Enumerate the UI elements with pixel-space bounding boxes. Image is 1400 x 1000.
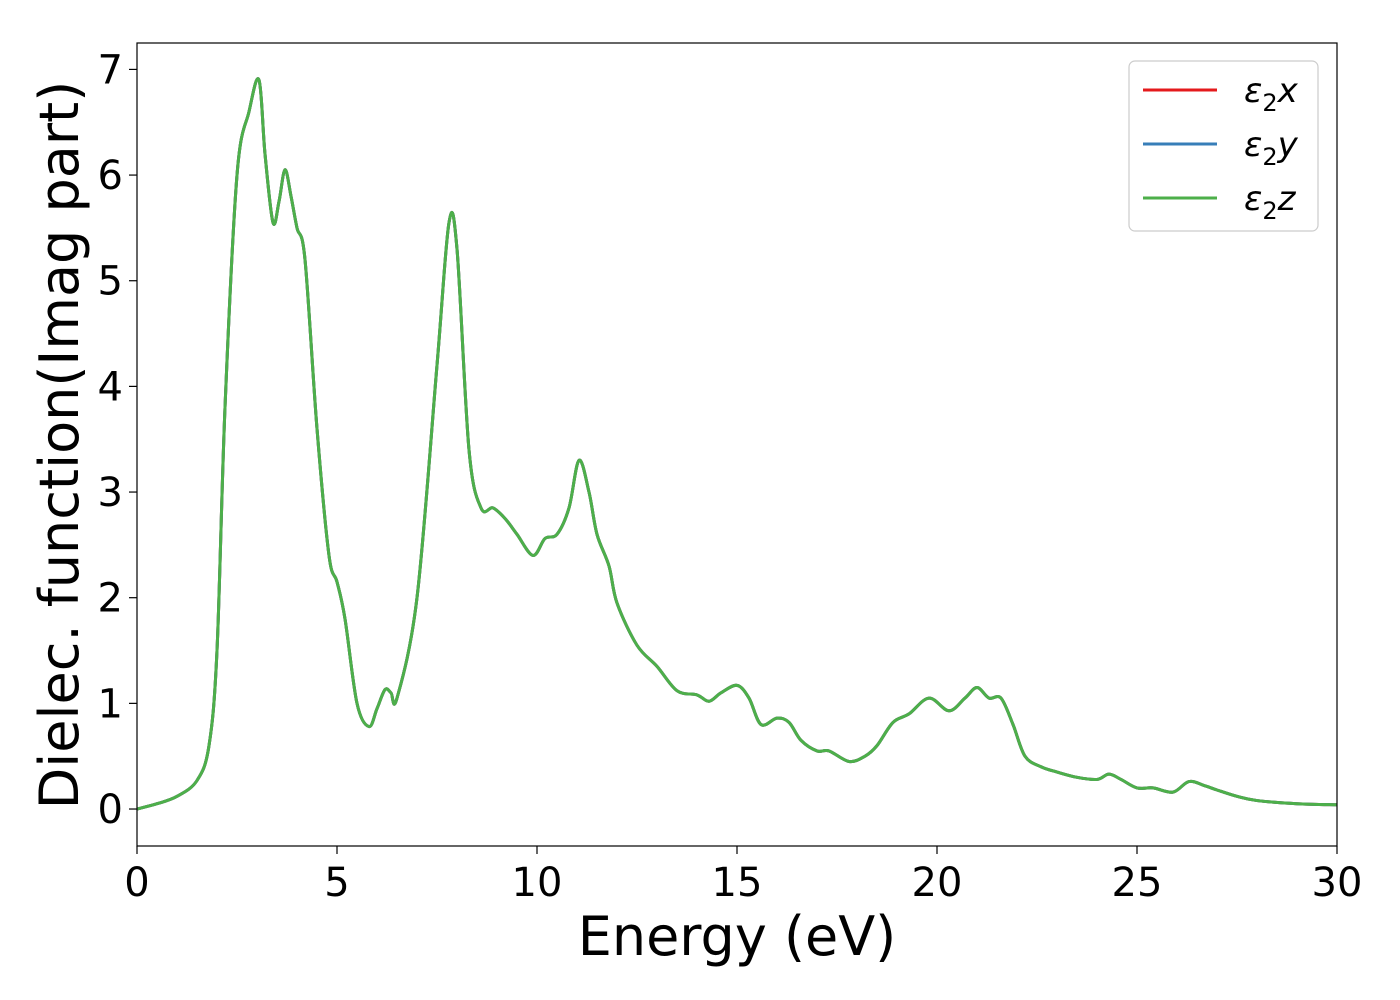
y-tick-label: 3 [98, 470, 123, 516]
x-tick-label: 0 [124, 860, 149, 906]
y-tick-label: 7 [98, 47, 123, 93]
x-tick-label: 30 [1312, 860, 1363, 906]
legend: ε2x ε2y ε2z [1128, 60, 1319, 232]
series-layer [136, 77, 1338, 811]
y-tick-label: 6 [98, 153, 123, 199]
y-tick-label: 2 [98, 576, 123, 622]
x-tick-label: 25 [1112, 860, 1163, 906]
legend-box [1128, 60, 1319, 232]
y-tick-label: 5 [98, 259, 123, 305]
x-axis: 0 5 10 15 20 25 30 [124, 846, 1362, 906]
x-tick-label: 10 [512, 860, 563, 906]
legend-item-y: ε2y [1143, 125, 1299, 171]
series-line-z [136, 77, 1338, 811]
y-tick-label: 1 [98, 681, 123, 727]
x-tick-label: 15 [712, 860, 763, 906]
x-tick-label: 5 [324, 860, 349, 906]
y-tick-label: 4 [98, 364, 123, 410]
y-axis: 0 1 2 3 4 5 6 7 [98, 47, 137, 833]
legend-label: ε2x [1244, 71, 1299, 117]
legend-label: ε2z [1244, 179, 1297, 225]
y-tick-label: 0 [98, 787, 123, 833]
legend-item-z: ε2z [1143, 179, 1297, 225]
y-axis-label: Dielec. function(Imag part) [28, 81, 91, 810]
legend-item-x: ε2x [1143, 71, 1299, 117]
x-tick-label: 20 [912, 860, 963, 906]
x-axis-label: Energy (eV) [578, 905, 897, 968]
legend-label: ε2y [1244, 125, 1299, 171]
